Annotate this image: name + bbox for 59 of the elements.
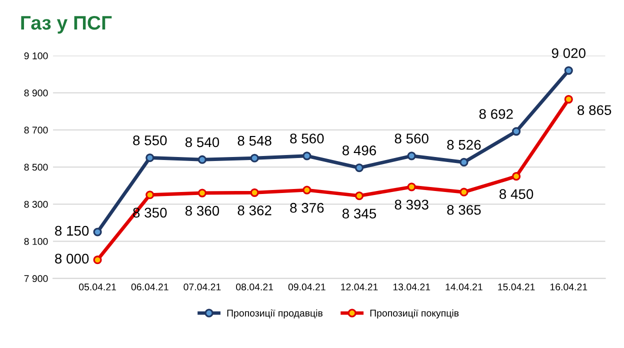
data-label: 8 393 — [394, 200, 428, 210]
data-label: 8 150 — [55, 226, 89, 236]
point — [564, 94, 573, 104]
y-tick-label: 8 100 — [24, 238, 48, 245]
y-tick-label: 9 100 — [24, 52, 48, 60]
x-tick-label: 15.04.21 — [498, 284, 535, 290]
data-label: 8 362 — [238, 206, 272, 216]
point — [512, 172, 521, 181]
point — [93, 228, 102, 236]
data-label: 8 865 — [578, 105, 612, 116]
point — [354, 163, 364, 172]
x-tick-label: 13.04.21 — [393, 284, 430, 290]
point — [146, 153, 154, 162]
data-label: 8 376 — [290, 202, 324, 213]
data-label: 9 020 — [552, 48, 586, 58]
legend-label: Пропозиції покупців — [370, 309, 459, 318]
x-tick-label: 08.04.21 — [236, 284, 274, 290]
point — [512, 127, 521, 136]
y-tick-label: 7 900 — [24, 275, 48, 282]
data-label: 8 560 — [394, 134, 428, 144]
x-tick-label: 14.04.21 — [446, 284, 482, 290]
x-tick-label: 16.04.21 — [550, 284, 588, 290]
data-label: 8 360 — [185, 206, 220, 216]
point — [198, 188, 207, 198]
data-label: 8 345 — [342, 208, 376, 219]
point — [93, 256, 102, 264]
y-tick-label: 8 300 — [24, 200, 48, 208]
point — [354, 192, 364, 200]
point — [146, 190, 154, 200]
y-tick-label: 8 900 — [24, 90, 48, 96]
data-label: 8 526 — [447, 140, 481, 150]
point — [250, 188, 259, 197]
point — [302, 186, 312, 194]
point — [460, 158, 468, 167]
chart-title: Газ у ПСГ — [21, 16, 112, 34]
data-label: 8 365 — [447, 204, 481, 215]
data-label: 8 000 — [55, 254, 89, 264]
point — [564, 66, 573, 75]
point — [198, 155, 207, 164]
x-tick-label: 05.04.21 — [78, 284, 116, 290]
point — [250, 154, 259, 162]
data-label: 8 550 — [133, 135, 167, 146]
data-label: 8 540 — [185, 137, 220, 148]
data-label: 8 548 — [238, 136, 272, 146]
x-tick-label: 09.04.21 — [288, 284, 326, 290]
point — [407, 152, 416, 160]
point — [302, 152, 312, 160]
data-label: 8 560 — [290, 134, 324, 144]
y-tick-label: 8 700 — [24, 126, 48, 134]
x-tick-label: 06.04.21 — [131, 284, 168, 290]
point — [460, 188, 468, 196]
legend-label: Пропозиції продавців — [227, 309, 322, 318]
point — [407, 182, 416, 192]
data-label: 8 450 — [500, 189, 534, 200]
x-tick-label: 12.04.21 — [341, 284, 378, 290]
x-tick-label: 07.04.21 — [184, 284, 221, 290]
data-label: 8 496 — [342, 145, 376, 156]
data-label: 8 692 — [479, 109, 513, 119]
y-tick-label: 8 500 — [24, 164, 48, 171]
